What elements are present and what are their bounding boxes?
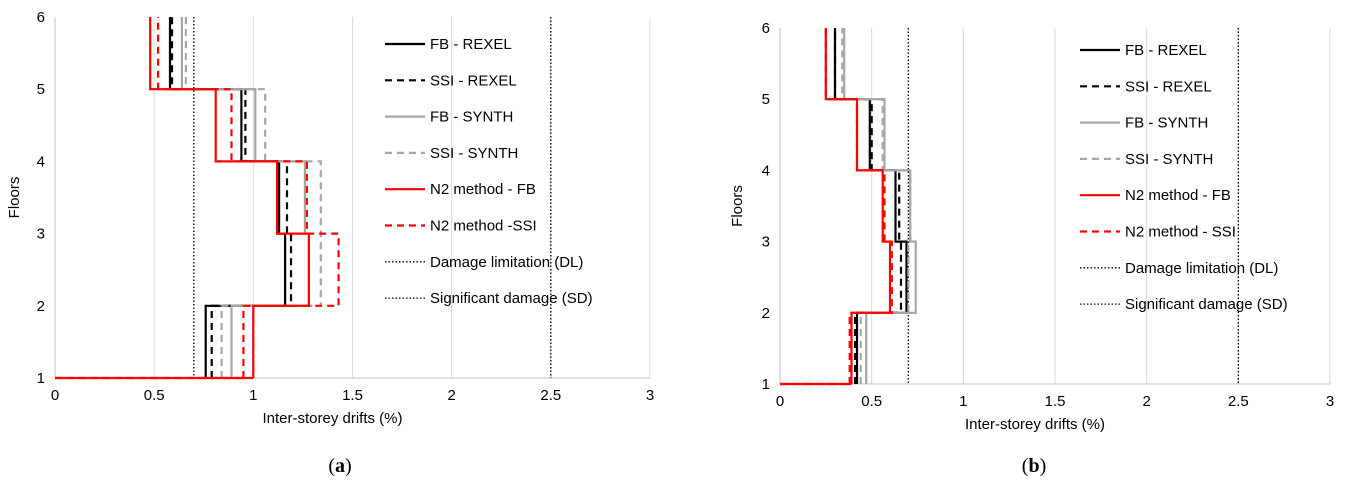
y-tick-label: 2: [37, 298, 45, 315]
series-line-fb-rexel: [168, 17, 287, 378]
x-tick-label: 2.5: [1228, 393, 1249, 410]
y-tick-label: 4: [37, 153, 45, 170]
y-tick-label: 6: [762, 20, 770, 37]
x-tick-label: 1: [959, 393, 967, 410]
x-tick-label: 3: [1326, 393, 1334, 410]
legend-item: FB - SYNTH: [385, 109, 513, 126]
legend-label: SSI - REXEL: [430, 72, 517, 89]
chart-b-svg: 0 0.5 1 1.5 2 2.5 3 1 2 3 4 5 6 Inter-storey drifts (…: [729, 20, 1334, 477]
chart-a-svg: 0 0.5 1 1.5 2 2.5 3 1 2 3 4 5 6 Inter-storey drifts (…: [6, 9, 654, 477]
legend-label: Significant damage (SD): [1125, 296, 1288, 313]
legend-item: Damage limitation (DL): [1080, 260, 1278, 277]
legend-label: Significant damage (SD): [430, 290, 593, 307]
legend-item: Significant damage (SD): [1080, 296, 1288, 313]
legend-label: N2 method -SSI: [430, 218, 537, 235]
legend-item: N2 method - SSI: [1080, 224, 1236, 241]
legend-label: SSI - SYNTH: [430, 145, 518, 162]
legend-label: N2 method - FB: [430, 181, 536, 198]
y-tick-label: 1: [37, 370, 45, 387]
x-tick-label: 1.5: [342, 387, 363, 404]
legend-item: Significant damage (SD): [385, 290, 593, 307]
y-tick-label: 1: [762, 376, 770, 393]
chart-a-x-axis-title: Inter-storey drifts (%): [262, 410, 402, 427]
chart-b-x-axis-title: Inter-storey drifts (%): [965, 416, 1105, 433]
series-line-n2-method-ssi: [824, 28, 893, 384]
y-tick-label: 4: [762, 162, 770, 179]
x-tick-label: 0.5: [144, 387, 165, 404]
x-tick-label: 0: [776, 393, 784, 410]
x-tick-label: 0: [51, 387, 59, 404]
series-line-fb-synth: [180, 17, 310, 378]
legend-label: SSI - REXEL: [1125, 78, 1212, 95]
y-tick-label: 5: [37, 81, 45, 98]
legend-item: SSI - SYNTH: [385, 145, 518, 162]
series-line-fb-rexel: [833, 28, 908, 384]
x-tick-label: 2: [447, 387, 455, 404]
legend-item: Damage limitation (DL): [385, 254, 583, 271]
legend-item: FB - SYNTH: [1080, 115, 1208, 132]
legend-label: FB - REXEL: [1125, 42, 1207, 59]
chart-b-y-axis-title: Floors: [729, 185, 746, 227]
chart-b-gridlines: [871, 28, 1331, 384]
legend-item: N2 method -SSI: [385, 218, 537, 235]
y-tick-label: 5: [762, 91, 770, 108]
y-tick-label: 3: [37, 226, 45, 243]
legend-label: SSI - SYNTH: [1125, 151, 1213, 168]
chart-panel-a: 0 0.5 1 1.5 2 2.5 3 1 2 3 4 5 6 Inter-storey drifts (…: [6, 9, 654, 477]
x-tick-label: 0.5: [861, 393, 882, 410]
x-tick-label: 1.5: [1045, 393, 1066, 410]
chart-a-gridlines: [153, 17, 651, 378]
x-tick-label: 2.5: [540, 387, 561, 404]
y-tick-label: 3: [762, 234, 770, 251]
chart-b-legend: FB - REXEL SSI - REXEL FB - SYNTH SSI - SYN…: [1080, 42, 1288, 313]
legend-item: N2 method - FB: [385, 181, 536, 198]
chart-a-y-axis-title: Floors: [6, 177, 23, 219]
legend-item: FB - REXEL: [1080, 42, 1207, 59]
legend-label: N2 method - SSI: [1125, 224, 1236, 241]
y-tick-label: 6: [37, 9, 45, 26]
x-tick-label: 2: [1142, 393, 1150, 410]
legend-item: FB - REXEL: [385, 36, 512, 53]
chart-panel-b: 0 0.5 1 1.5 2 2.5 3 1 2 3 4 5 6 Inter-storey drifts (…: [676, 0, 1352, 481]
legend-item: SSI - REXEL: [385, 72, 517, 89]
chart-a-caption: (a): [328, 455, 351, 477]
legend-label: Damage limitation (DL): [430, 254, 583, 271]
x-tick-label: 1: [249, 387, 257, 404]
legend-label: Damage limitation (DL): [1125, 260, 1278, 277]
chart-a-legend: FB - REXEL SSI - REXEL FB - SYNTH SSI - SYN…: [385, 36, 593, 307]
series-line-n2-method-fb: [149, 17, 310, 378]
legend-label: FB - SYNTH: [430, 109, 513, 126]
chart-b-caption: (b): [1022, 455, 1046, 477]
legend-label: FB - SYNTH: [1125, 115, 1208, 132]
legend-label: FB - REXEL: [430, 36, 512, 53]
x-tick-label: 3: [646, 387, 654, 404]
legend-item: SSI - SYNTH: [1080, 151, 1213, 168]
legend-item: SSI - REXEL: [1080, 78, 1212, 95]
legend-item: N2 method - FB: [1080, 187, 1231, 204]
legend-label: N2 method - FB: [1125, 187, 1231, 204]
y-tick-label: 2: [762, 305, 770, 322]
